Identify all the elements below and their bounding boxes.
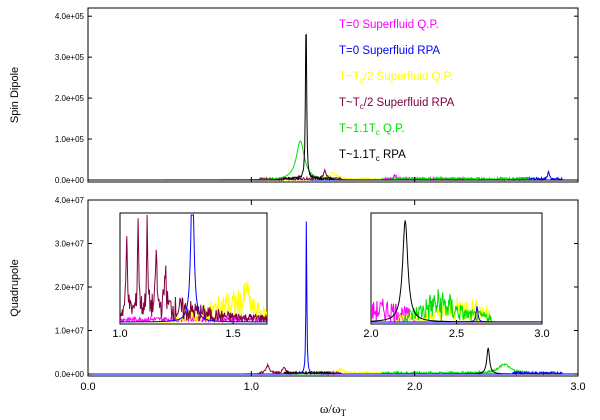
x-tick-label: 0.0 (80, 381, 95, 393)
quadrupole-y-tick-label: 4.0e+07 (55, 196, 85, 205)
series-line (88, 221, 578, 376)
spin-dipole-series (88, 33, 578, 182)
x-tick-label: 3.0 (570, 381, 585, 393)
spin-dipole-y-tick-label: 3.0e+05 (55, 53, 85, 62)
inset-series-line (120, 214, 267, 323)
quadrupole-y-tick-label: 2.0e+07 (55, 283, 85, 292)
quadrupole-panel: 0.0e+00 1.0e+07 2.0e+07 3.0e+07 4.0e+07 0.0 1… (9, 196, 586, 393)
legend-entry: T=0 Superfluid Q.P. (339, 19, 439, 31)
inset-left: 1.0 1.5 (112, 212, 268, 340)
quadrupole-y-label: Quadrupole (9, 259, 21, 317)
inset-series-line (120, 214, 267, 323)
spin-dipole-y-tick-label: 0.0e+00 (55, 176, 85, 185)
legend-entry: T~1.1Tc RPA (339, 149, 406, 163)
legend-entry: T~Tc/2 Superfluid Q.P. (339, 71, 453, 85)
legend-entry: T~Tc/2 Superfluid RPA (339, 97, 455, 111)
inset-right: 2.0 2.5 3.0 (363, 212, 550, 340)
inset-x-tick-label: 1.0 (112, 328, 127, 340)
spin-dipole-y-label: Spin Dipole (9, 67, 21, 123)
x-tick-label: 2.0 (407, 381, 422, 393)
x-axis-label: ω/ωT (320, 401, 347, 418)
legend-entry: T=0 Superfluid RPA (339, 45, 440, 57)
spin-dipole-y-tick-label: 1.0e+05 (55, 135, 85, 144)
quadrupole-series (88, 221, 578, 376)
spin-dipole-panel: 0.0e+00 1.0e+05 2.0e+05 3.0e+05 4.0e+05 Spin… (9, 7, 579, 185)
legend: T=0 Superfluid Q.P. T=0 Superfluid RPA T~T… (339, 19, 455, 163)
quadrupole-y-tick-label: 0.0e+00 (55, 370, 85, 379)
inset-series-line (371, 220, 542, 323)
x-ticks: 0.0 1.0 2.0 3.0 (80, 200, 586, 393)
inset-x-tick-label: 1.5 (225, 328, 240, 340)
spin-dipole-y-tick-label: 4.0e+05 (55, 12, 85, 21)
inset-x-tick-label: 2.5 (449, 328, 464, 340)
spin-dipole-y-ticks: 0.0e+00 1.0e+05 2.0e+05 3.0e+05 4.0e+05 (55, 12, 579, 185)
legend-entry: T~1.1Tc Q.P. (339, 123, 404, 137)
spin-dipole-frame (87, 7, 579, 183)
x-tick-label: 1.0 (244, 381, 259, 393)
quadrupole-y-ticks: 0.0e+00 1.0e+07 2.0e+07 3.0e+07 4.0e+07 (55, 196, 578, 379)
inset-x-tick-label: 2.0 (363, 328, 378, 340)
quadrupole-frame (87, 199, 579, 377)
quadrupole-y-tick-label: 1.0e+07 (55, 327, 85, 336)
series-line (88, 33, 578, 182)
quadrupole-y-tick-label: 3.0e+07 (55, 240, 85, 249)
inset-x-tick-label: 3.0 (534, 328, 549, 340)
spin-dipole-y-tick-label: 2.0e+05 (55, 94, 85, 103)
